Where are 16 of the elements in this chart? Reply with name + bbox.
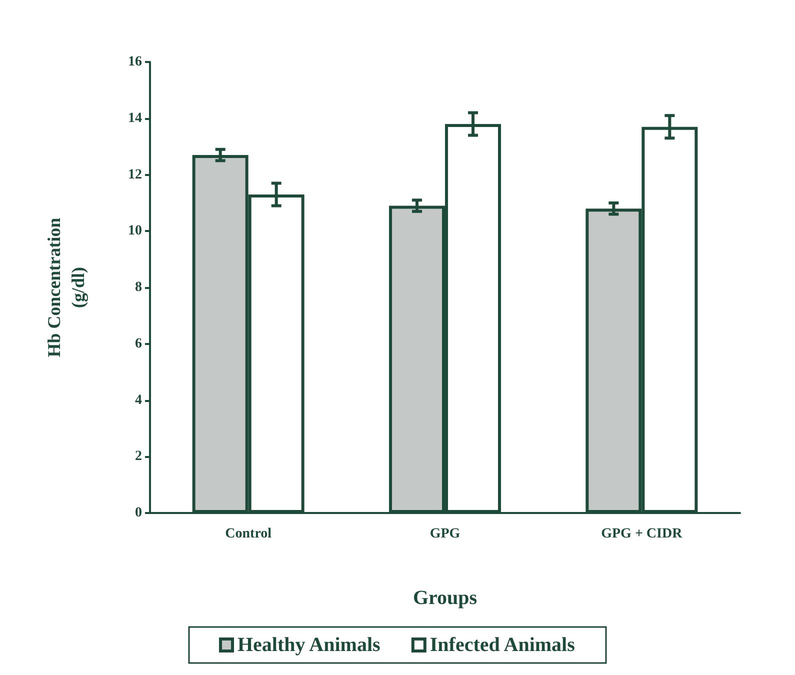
y-tick-label: 0 [135,506,142,520]
y-tick-label: 10 [128,224,142,239]
y-axis-title: Hb Concentration (g/dl) [44,218,88,358]
y-tick-label: 12 [128,167,142,182]
y-tick-label: 4 [135,392,142,408]
y-tick-label: 16 [128,54,142,70]
x-tick-label: GPG + CIDR [601,526,684,542]
legend-label: Infected Animals [430,634,576,656]
y-tick-label: 6 [135,336,142,352]
x-tick-label: GPG [430,526,460,542]
y-tick-label: 8 [135,280,142,295]
x-axis-title: Groups [412,587,478,609]
legend-label: Healthy Animals [238,634,381,656]
y-tick-label: 14 [128,110,142,126]
x-tick-label: Control [225,526,272,542]
y-tick-label: 2 [135,449,142,464]
